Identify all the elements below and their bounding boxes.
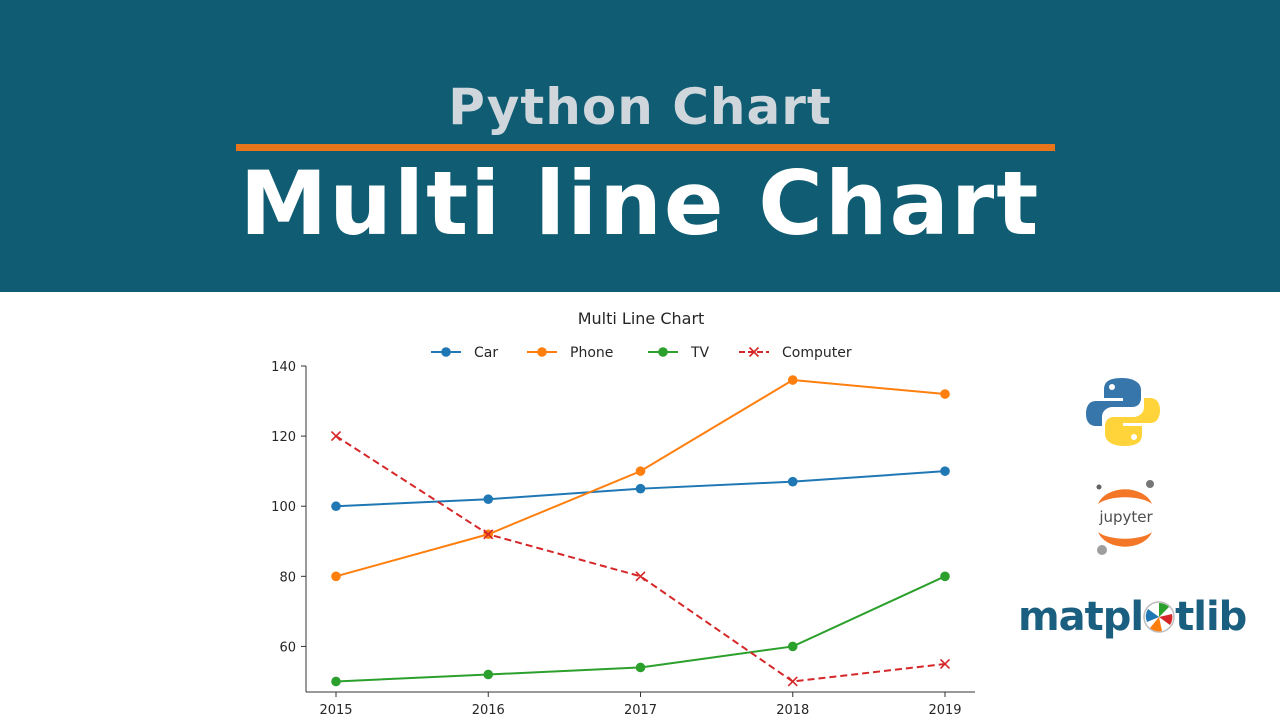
chart-title: Multi Line Chart (578, 309, 705, 328)
data-point-computer (939, 658, 951, 670)
data-point-car (331, 501, 341, 512)
data-point-computer (787, 676, 798, 687)
data-point-car (635, 483, 646, 494)
x-tick-label: 2018 (776, 703, 809, 718)
data-point-computer (483, 529, 494, 540)
banner-divider (236, 144, 1055, 151)
multi-line-chart: Multi Line Chart Car Phone TV Computer 60 80… (271, 309, 975, 718)
data-point-car (940, 466, 950, 476)
series-computer (330, 431, 951, 687)
legend-marker-phone (537, 347, 547, 357)
y-tick-label: 60 (279, 640, 296, 655)
matplotlib-wordmark-end: tlib (1175, 594, 1247, 640)
data-point-tv (787, 641, 798, 652)
data-point-phone (331, 571, 341, 582)
legend-label-car: Car (474, 345, 498, 361)
title-banner: Python Chart Multi line Chart (0, 0, 1280, 292)
python-logo-icon (1086, 378, 1160, 446)
legend-entry-car: Car (431, 345, 498, 361)
matplotlib-logo: matpl tlib (1018, 594, 1247, 640)
legend-entry-tv: TV (648, 345, 710, 361)
data-point-car (787, 476, 798, 487)
jupyter-wordmark: jupyter (1098, 508, 1153, 526)
data-point-computer (330, 431, 342, 442)
legend-label-computer: Computer (782, 345, 852, 361)
data-point-computer (635, 571, 646, 582)
data-point-phone (787, 375, 798, 385)
chart-axes: 60 80 100 120 140 2015 2016 2017 2018 2019 (271, 360, 975, 718)
chart-legend: Car Phone TV Computer (431, 345, 852, 361)
y-tick-label: 80 (279, 570, 296, 585)
y-tick-label: 120 (271, 430, 296, 445)
data-point-phone (635, 466, 646, 476)
data-point-tv (940, 571, 950, 582)
data-point-tv (483, 669, 494, 680)
jupyter-logo-icon: jupyter (1096, 480, 1154, 555)
legend-label-phone: Phone (570, 345, 613, 361)
series-line-computer (335, 435, 946, 683)
data-point-phone (940, 389, 950, 399)
data-point-tv (331, 676, 341, 687)
y-tick-label: 100 (271, 500, 296, 515)
legend-marker-car (441, 347, 451, 357)
data-point-tv (635, 662, 646, 673)
y-tick-label: 140 (271, 360, 296, 375)
data-point-car (483, 494, 494, 505)
series-car (331, 466, 950, 512)
banner-subtitle: Python Chart (448, 78, 832, 136)
x-tick-label: 2017 (624, 703, 657, 718)
chart-series (330, 375, 951, 687)
legend-label-tv: TV (690, 345, 710, 361)
matplotlib-wheel-icon (1143, 601, 1175, 633)
legend-entry-phone: Phone (527, 345, 613, 361)
legend-marker-computer (748, 346, 760, 358)
matplotlib-wordmark-start: matpl (1018, 594, 1144, 640)
legend-marker-tv (658, 347, 668, 357)
banner-title: Multi line Chart (239, 152, 1041, 255)
x-tick-label: 2016 (472, 703, 505, 718)
legend-entry-computer: Computer (739, 345, 852, 361)
x-tick-label: 2015 (319, 703, 352, 718)
series-tv (331, 571, 950, 687)
x-tick-label: 2019 (928, 703, 961, 718)
